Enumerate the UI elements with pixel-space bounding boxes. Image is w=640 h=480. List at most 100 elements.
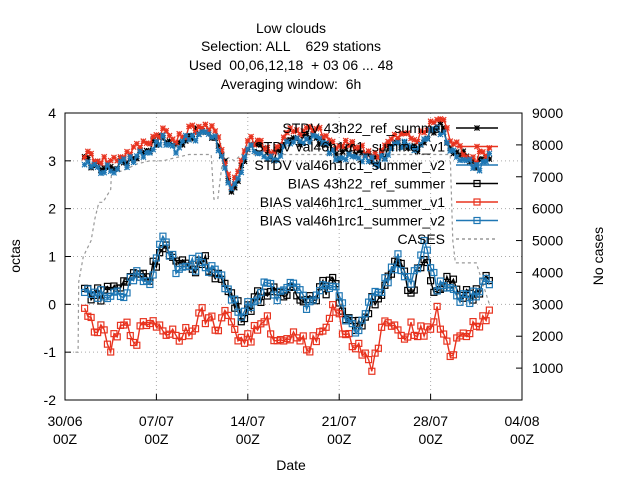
data-point bbox=[146, 140, 153, 147]
data-point bbox=[316, 141, 323, 148]
data-point bbox=[240, 307, 249, 315]
data-point bbox=[244, 146, 251, 153]
data-point bbox=[120, 159, 127, 166]
data-point bbox=[368, 158, 375, 165]
data-point bbox=[228, 185, 235, 192]
data-point bbox=[450, 141, 457, 148]
y-tick-label: -1 bbox=[44, 344, 57, 360]
data-point bbox=[437, 131, 444, 138]
data-point bbox=[212, 128, 219, 135]
data-point bbox=[117, 158, 124, 165]
data-point bbox=[460, 148, 467, 155]
data-point bbox=[479, 148, 486, 155]
data-point bbox=[460, 151, 467, 158]
data-point bbox=[114, 166, 121, 173]
data-point bbox=[257, 141, 264, 148]
data-point bbox=[127, 153, 134, 160]
y2-tick-label: 5000 bbox=[532, 233, 563, 249]
data-point bbox=[433, 287, 441, 295]
data-point bbox=[248, 133, 255, 140]
data-point bbox=[463, 154, 470, 161]
data-point bbox=[339, 143, 346, 150]
data-point bbox=[84, 158, 91, 165]
data-point bbox=[290, 128, 297, 135]
x-tick-date-label: 04/08 bbox=[504, 413, 539, 429]
data-point bbox=[300, 128, 307, 135]
data-point bbox=[299, 332, 307, 340]
data-point bbox=[156, 141, 163, 148]
data-point bbox=[208, 134, 215, 141]
data-point bbox=[443, 124, 450, 131]
data-point bbox=[300, 132, 307, 139]
data-point bbox=[241, 147, 248, 154]
data-point bbox=[156, 134, 163, 141]
data-point bbox=[365, 158, 372, 165]
data-point bbox=[329, 301, 337, 309]
data-point bbox=[202, 129, 209, 136]
data-point bbox=[404, 130, 411, 137]
data-point bbox=[218, 153, 225, 160]
data-point bbox=[297, 138, 304, 145]
data-point bbox=[244, 137, 251, 144]
data-point bbox=[261, 153, 268, 160]
data-point bbox=[283, 138, 290, 145]
data-point bbox=[470, 153, 477, 160]
data-point bbox=[293, 126, 300, 134]
legend-marker bbox=[473, 124, 481, 132]
data-point bbox=[231, 174, 238, 181]
data-point bbox=[456, 152, 464, 159]
x-tick-hour-label: 00Z bbox=[53, 431, 78, 447]
data-point bbox=[420, 332, 428, 340]
data-point bbox=[172, 139, 180, 146]
data-point bbox=[456, 157, 464, 164]
data-point bbox=[225, 171, 232, 178]
legend-marker bbox=[473, 143, 481, 150]
data-point bbox=[483, 153, 490, 160]
data-point bbox=[326, 137, 333, 144]
data-point bbox=[140, 149, 147, 156]
data-point bbox=[473, 164, 480, 171]
data-point bbox=[97, 166, 104, 174]
data-point bbox=[326, 150, 333, 157]
data-point bbox=[88, 150, 95, 157]
data-point bbox=[336, 142, 343, 149]
y2-tick-label: 7000 bbox=[532, 169, 563, 185]
data-point bbox=[280, 134, 287, 141]
data-point bbox=[277, 152, 284, 160]
data-point bbox=[270, 156, 277, 163]
data-point bbox=[359, 149, 366, 156]
data-point bbox=[362, 152, 369, 159]
data-point bbox=[421, 139, 428, 146]
legend-label: BIAS val46h1rc1_summer_v2 bbox=[260, 213, 445, 229]
data-point bbox=[365, 150, 372, 157]
data-point bbox=[349, 153, 356, 160]
data-point bbox=[447, 145, 454, 152]
data-point bbox=[225, 179, 232, 186]
data-point bbox=[411, 136, 418, 143]
data-point bbox=[163, 141, 170, 149]
data-point bbox=[476, 148, 483, 155]
data-point bbox=[479, 158, 486, 165]
data-point bbox=[443, 139, 450, 146]
data-point bbox=[150, 146, 157, 153]
data-point bbox=[355, 144, 362, 151]
x-tick-date-label: 14/07 bbox=[230, 413, 265, 429]
data-point bbox=[176, 144, 183, 151]
data-point bbox=[303, 124, 310, 131]
data-point bbox=[189, 132, 196, 139]
data-point bbox=[319, 139, 326, 146]
data-point bbox=[238, 169, 245, 176]
data-point bbox=[218, 271, 226, 279]
data-point bbox=[253, 296, 262, 304]
data-point bbox=[254, 137, 261, 144]
y-tick-label: -2 bbox=[44, 392, 57, 408]
data-point bbox=[130, 159, 137, 166]
data-point bbox=[247, 338, 255, 346]
data-point bbox=[257, 137, 264, 144]
y2-tick-label: 2000 bbox=[532, 328, 563, 344]
data-point bbox=[430, 119, 437, 126]
data-point bbox=[300, 140, 307, 147]
data-point bbox=[372, 153, 379, 160]
data-point bbox=[123, 164, 131, 171]
